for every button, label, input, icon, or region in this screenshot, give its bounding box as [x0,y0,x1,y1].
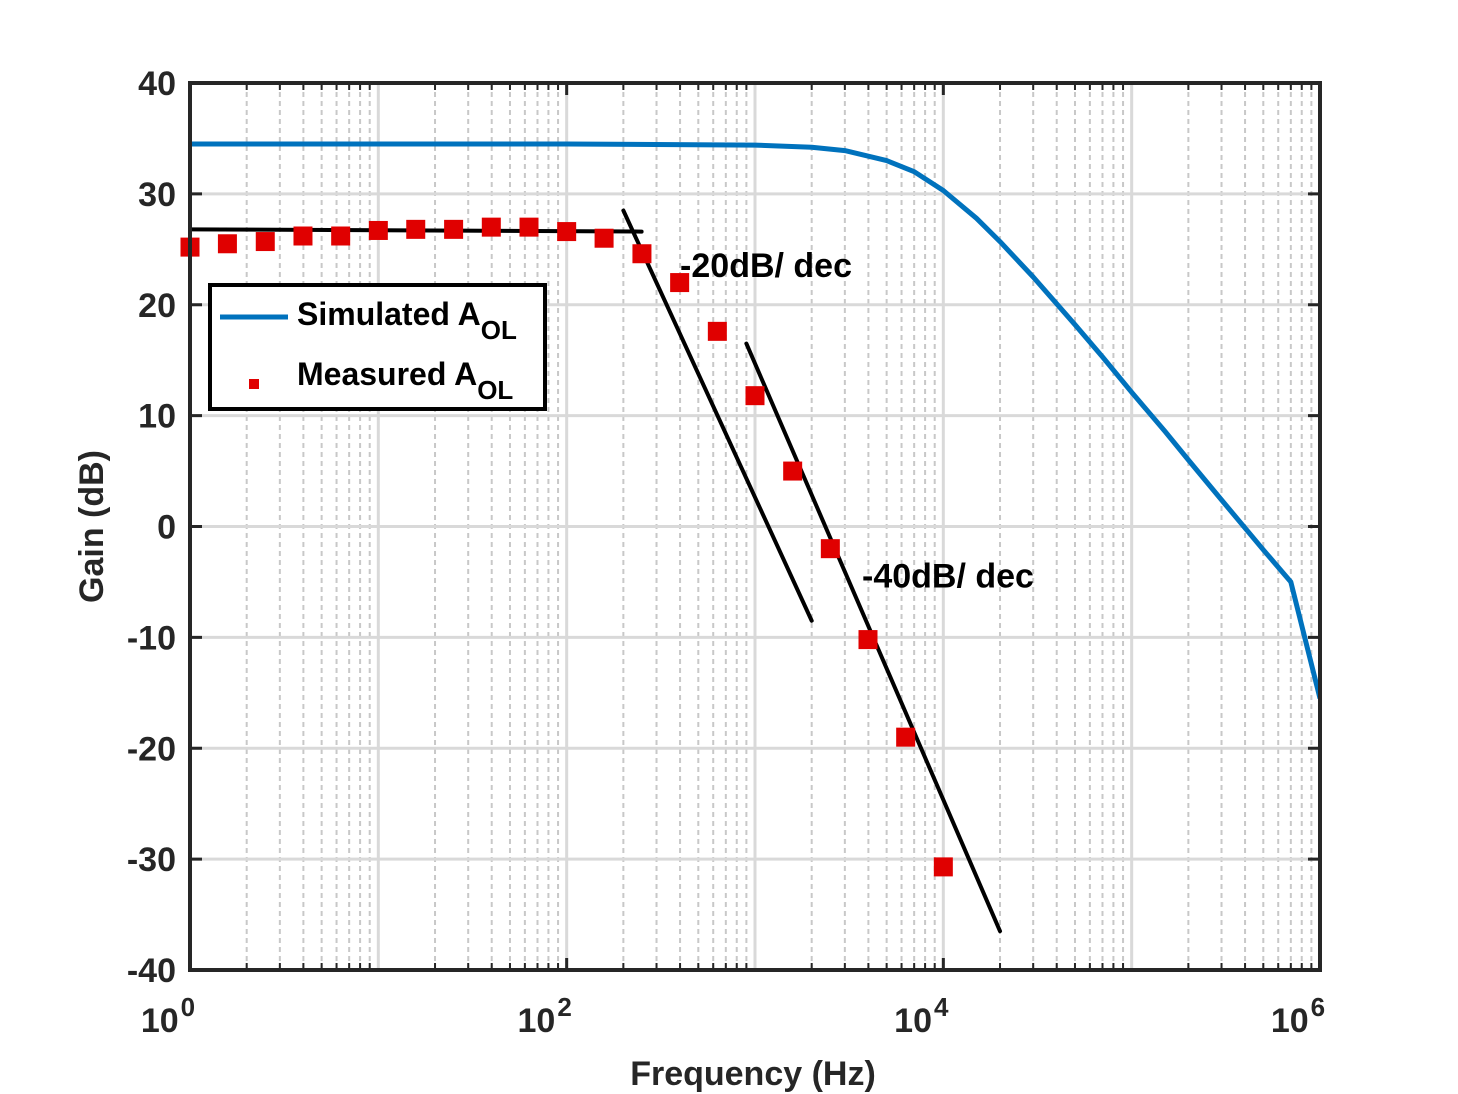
measured-point [368,220,388,240]
measured-point [519,217,539,237]
measured-point [255,232,275,252]
x-tick-label: 100 [141,992,195,1040]
y-tick-label: 0 [157,509,176,547]
measured-point [632,244,652,264]
y-tick-label: -30 [127,841,176,879]
y-tick-label: -10 [127,619,176,657]
fit-line-2 [621,208,814,623]
measured-point [670,273,690,293]
measured-point [858,630,878,650]
measured-point [331,226,351,246]
measured-point [896,727,916,747]
y-axis-label: Gain (dB) [73,450,111,603]
measured-point [481,217,501,237]
y-tick-label: 30 [138,176,176,214]
measured-point [594,228,614,248]
plot-area [180,141,1320,934]
measured-point [745,386,765,406]
x-tick-label: 104 [894,992,949,1040]
slope-annotation-2: -40dB/ dec [862,557,1034,595]
y-tick-label: 40 [138,65,176,103]
x-tick-label: 102 [518,992,572,1040]
measured-point [406,219,426,239]
slope-annotation-1: -20dB/ dec [680,247,852,285]
series-line-simulated [190,141,1320,700]
y-tick-label: 10 [138,398,176,436]
annotations: -20dB/ dec -40dB/ dec [680,247,1034,595]
y-tick-label: -40 [127,952,176,990]
measured-point [557,222,577,242]
measured-point [933,857,953,877]
measured-point [217,234,237,254]
legend: Simulated AOL Measured AOL [208,283,547,411]
measured-point [707,321,727,341]
measured-point [783,461,803,481]
measured-point [820,539,840,559]
grid [190,83,1320,970]
legend-label: Measured AOL [297,356,513,405]
measured-point [293,226,313,246]
legend-label: Simulated AOL [297,296,517,345]
legend-swatch-marker [249,379,259,389]
measured-point [444,219,464,239]
y-tick-label: -20 [127,730,176,768]
x-tick-label: 106 [1271,992,1325,1040]
x-axis-label: Frequency (Hz) [630,1055,876,1093]
legend-box [208,283,547,411]
y-tick-label: 20 [138,287,176,325]
